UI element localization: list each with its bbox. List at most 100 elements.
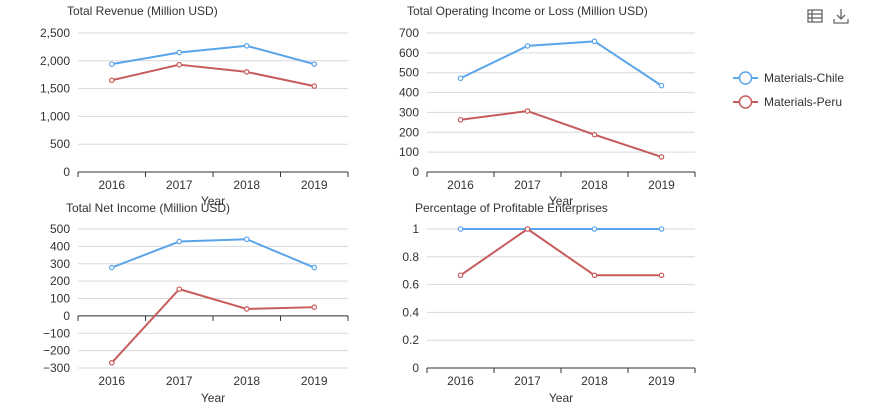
- y-tick-label: 400: [50, 239, 70, 253]
- series-line: [111, 63, 315, 88]
- data-point: [591, 38, 598, 45]
- y-tick-label: −200: [43, 344, 70, 358]
- data-point: [176, 49, 183, 56]
- y-tick-label: −100: [43, 326, 70, 340]
- x-tick-label: 2019: [648, 178, 675, 192]
- x-axis-name: Year: [201, 194, 225, 208]
- legend-item[interactable]: Materials-Chile: [733, 71, 844, 85]
- chart-1: Total Revenue (Million USD) 0 500 1,000 1,50…: [40, 4, 349, 208]
- legend: Materials-Chile Materials-Peru: [733, 71, 844, 109]
- legend-item[interactable]: Materials-Peru: [733, 95, 842, 109]
- data-point: [176, 238, 183, 245]
- y-tick-label: −300: [43, 361, 70, 375]
- x-tick-label: 2019: [301, 374, 328, 388]
- y-tick-label: 0.2: [402, 333, 419, 347]
- data-point: [108, 359, 115, 366]
- x-tick-label: 2016: [98, 374, 125, 388]
- y-tick-label: 300: [399, 105, 419, 119]
- data-point: [524, 43, 531, 49]
- legend-label: Materials-Chile: [764, 71, 844, 85]
- data-point: [108, 264, 115, 271]
- data-point: [243, 69, 250, 75]
- y-tick-label: 0.4: [402, 305, 419, 319]
- data-point: [457, 116, 464, 123]
- x-tick-label: 2016: [98, 178, 125, 192]
- series-line: [460, 40, 663, 87]
- y-tick-label: 2,500: [40, 26, 70, 40]
- series-line: [111, 288, 315, 364]
- x-tick-label: 2019: [301, 178, 328, 192]
- data-point: [591, 131, 598, 138]
- x-tick-label: 2017: [514, 178, 541, 192]
- y-tick-label: 0.8: [402, 250, 419, 264]
- x-axis-name: Year: [549, 391, 573, 405]
- y-tick-label: 500: [50, 137, 70, 151]
- data-point: [311, 83, 318, 89]
- data-point: [457, 75, 464, 82]
- y-tick-label: 200: [399, 125, 419, 139]
- series-line: [111, 44, 315, 66]
- data-point: [243, 236, 250, 243]
- x-tick-label: 2017: [166, 178, 193, 192]
- x-tick-label: 2019: [648, 374, 675, 388]
- data-point: [658, 82, 665, 89]
- y-tick-label: 300: [50, 257, 70, 271]
- x-tick-label: 2016: [447, 178, 474, 192]
- data-point: [176, 286, 183, 292]
- y-tick-label: 1: [412, 222, 419, 236]
- data-view-icon[interactable]: [806, 7, 824, 25]
- y-tick-label: 2,000: [40, 54, 70, 68]
- data-point: [311, 264, 318, 271]
- chart-title: Total Operating Income or Loss (Million …: [407, 4, 648, 18]
- data-point: [243, 306, 250, 312]
- download-icon[interactable]: [832, 7, 850, 25]
- data-point: [591, 272, 598, 279]
- series-line: [459, 228, 662, 277]
- y-tick-label: 0.6: [402, 278, 419, 292]
- y-tick-label: 0: [63, 165, 70, 179]
- y-tick-label: 100: [50, 292, 70, 306]
- legend-marker: [738, 71, 753, 85]
- y-tick-label: 700: [399, 26, 419, 40]
- data-point: [176, 61, 183, 68]
- x-tick-label: 2018: [581, 374, 608, 388]
- x-tick-label: 2018: [581, 178, 608, 192]
- y-tick-label: 600: [399, 46, 419, 60]
- y-tick-label: 0: [63, 309, 70, 323]
- data-point: [658, 226, 665, 232]
- x-tick-label: 2018: [233, 374, 260, 388]
- y-tick-label: 1,000: [40, 109, 70, 123]
- y-tick-label: 500: [50, 222, 70, 236]
- data-point: [457, 226, 464, 232]
- legend-label: Materials-Peru: [764, 95, 842, 109]
- x-tick-label: 2018: [233, 178, 260, 192]
- data-point: [524, 108, 531, 114]
- chart-title: Total Net Income (Million USD): [66, 201, 230, 215]
- chart-title: Total Revenue (Million USD): [67, 4, 218, 18]
- data-point: [243, 42, 250, 49]
- data-point: [108, 61, 115, 67]
- data-point: [591, 226, 598, 232]
- x-axis-name: Year: [549, 194, 573, 208]
- x-tick-label: 2016: [447, 374, 474, 388]
- y-tick-label: 1,500: [40, 82, 70, 96]
- y-tick-label: 0: [412, 165, 419, 179]
- y-tick-label: 200: [50, 274, 70, 288]
- x-tick-label: 2017: [166, 374, 193, 388]
- chart-3: Total Net Income (Million USD) −300 −200 −1…: [43, 201, 349, 405]
- data-point: [658, 272, 665, 279]
- y-tick-label: 100: [399, 145, 419, 159]
- y-tick-label: 400: [399, 86, 419, 100]
- data-point: [311, 61, 318, 67]
- y-tick-label: 0: [412, 361, 419, 375]
- data-point: [457, 272, 464, 279]
- x-axis-name: Year: [201, 391, 225, 405]
- x-tick-label: 2017: [514, 374, 541, 388]
- legend-marker: [738, 95, 753, 109]
- series-line: [111, 238, 315, 269]
- data-point: [311, 304, 318, 310]
- chart-2: Total Operating Income or Loss (Million …: [399, 4, 696, 208]
- series-line: [460, 110, 662, 158]
- chart-title: Percentage of Profitable Enterprises: [415, 201, 608, 215]
